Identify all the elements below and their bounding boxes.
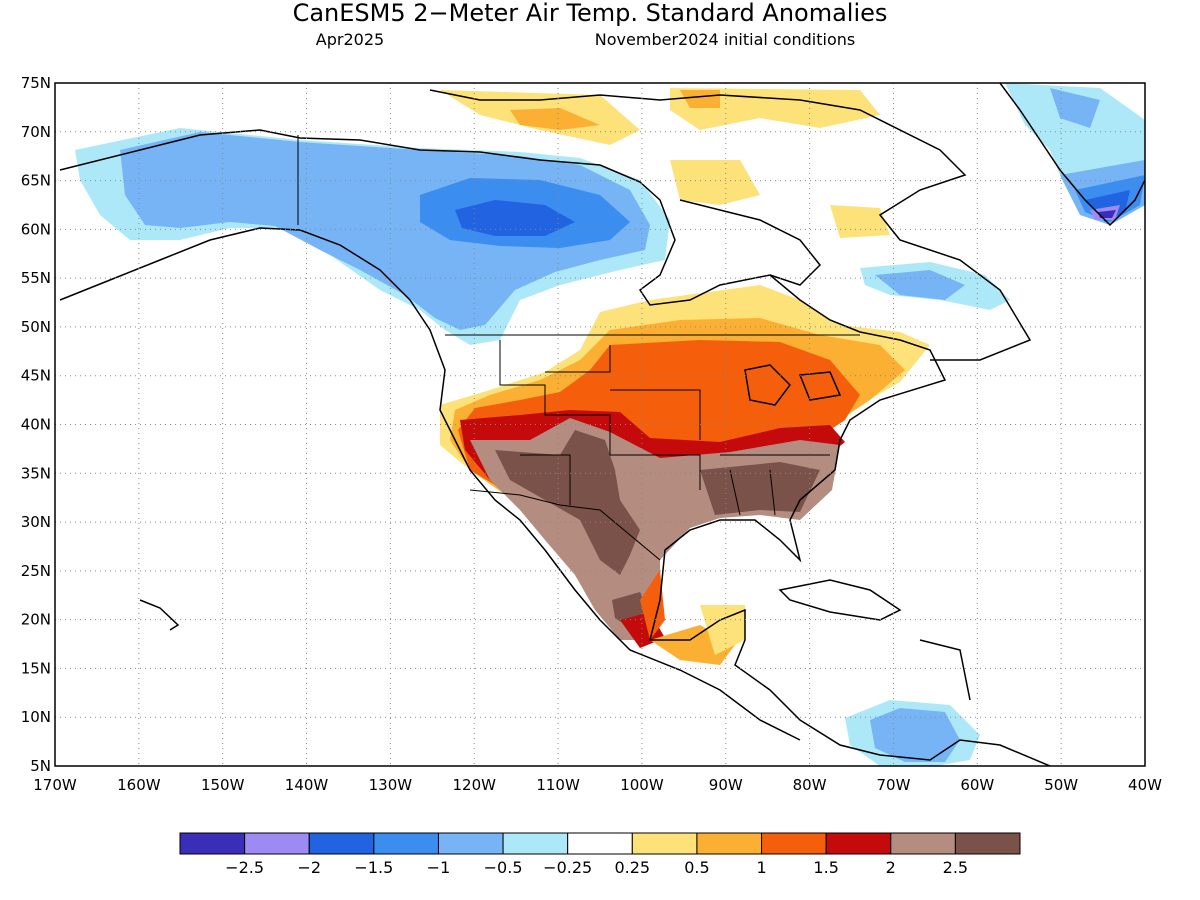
lat-tick-label: 60N — [21, 220, 51, 238]
lon-tick-label: 100W — [620, 776, 664, 794]
colorbar-label: −2 — [297, 858, 321, 877]
lon-tick-label: 150W — [201, 776, 245, 794]
lat-tick-label: 35N — [21, 464, 51, 482]
colorbar-label: −1 — [427, 858, 451, 877]
lon-tick-label: 170W — [33, 776, 77, 794]
colorbar-swatch — [244, 832, 310, 855]
valid-month-label: Apr2025 — [316, 30, 384, 49]
map-panel — [55, 83, 1145, 766]
lat-tick-label: 20N — [21, 611, 51, 629]
colorbar: −2.5 −2 −1.5 −1 −0.5 −0.25 0.25 0.5 1 1.5 2 2.5 — [179, 832, 1021, 877]
lat-tick-label: 45N — [21, 367, 51, 385]
map-title: CanESM5 2−Meter Air Temp. Standard Anoma… — [293, 0, 888, 27]
colorbar-swatch — [761, 832, 827, 855]
colorbar-swatch — [502, 832, 569, 855]
longitude-axis: 170W 160W 150W 140W 130W 120W 110W 100W 90W 80W 70… — [33, 776, 1162, 794]
colorbar-swatch — [631, 832, 698, 855]
lon-tick-label: 130W — [369, 776, 413, 794]
lat-tick-label: 65N — [21, 172, 51, 190]
lon-tick-label: 90W — [709, 776, 743, 794]
latitude-axis: 75N 70N 65N 60N 55N 50N 45N 40N 35N 30N 25N 20N 15N 1… — [21, 74, 51, 775]
colorbar-swatch — [890, 832, 956, 855]
colorbar-label: −0.25 — [543, 858, 592, 877]
lat-tick-label: 75N — [21, 74, 51, 92]
lat-tick-label: 15N — [21, 659, 51, 677]
map-grid — [55, 83, 1145, 766]
lon-tick-label: 120W — [452, 776, 496, 794]
colorbar-label: 1 — [756, 858, 766, 877]
colorbar-swatch — [373, 832, 439, 855]
colorbar-label: −1.5 — [354, 858, 393, 877]
colorbar-swatch — [437, 832, 504, 855]
lon-tick-label: 40W — [1128, 776, 1162, 794]
colorbar-label: 2.5 — [943, 858, 968, 877]
lon-tick-label: 50W — [1044, 776, 1078, 794]
colorbar-label: 0.25 — [614, 858, 650, 877]
lon-tick-label: 140W — [285, 776, 329, 794]
lat-tick-label: 25N — [21, 562, 51, 580]
lat-tick-label: 30N — [21, 513, 51, 531]
lat-tick-label: 50N — [21, 318, 51, 336]
colorbar-swatch — [567, 832, 633, 855]
lon-tick-label: 110W — [536, 776, 580, 794]
colorbar-label: 1.5 — [813, 858, 838, 877]
warm-anomaly-north — [440, 88, 890, 238]
colorbar-swatch — [179, 832, 246, 855]
colorbar-label: −2.5 — [225, 858, 264, 877]
lat-tick-label: 70N — [21, 123, 51, 141]
lon-tick-label: 70W — [877, 776, 911, 794]
lon-tick-label: 60W — [960, 776, 994, 794]
lon-tick-label: 80W — [793, 776, 827, 794]
colorbar-swatch — [825, 832, 892, 855]
colorbar-swatch — [308, 832, 375, 855]
colorbar-label: −0.5 — [484, 858, 523, 877]
lat-tick-label: 40N — [21, 416, 51, 434]
lon-tick-label: 160W — [117, 776, 161, 794]
lat-tick-label: 55N — [21, 269, 51, 287]
initial-conditions-label: November2024 initial conditions — [595, 30, 855, 49]
cold-anomaly-northwest — [75, 128, 670, 345]
map-frame — [54, 82, 1146, 767]
cold-anomaly-greenland — [1005, 83, 1145, 225]
colorbar-swatch — [696, 832, 763, 855]
lat-tick-label: 5N — [30, 757, 51, 775]
political-borders — [297, 135, 860, 561]
colorbar-label: 2 — [886, 858, 896, 877]
coastlines — [59, 83, 1145, 766]
colorbar-swatch — [954, 832, 1021, 855]
lat-tick-label: 10N — [21, 708, 51, 726]
colorbar-label: 0.5 — [684, 858, 709, 877]
